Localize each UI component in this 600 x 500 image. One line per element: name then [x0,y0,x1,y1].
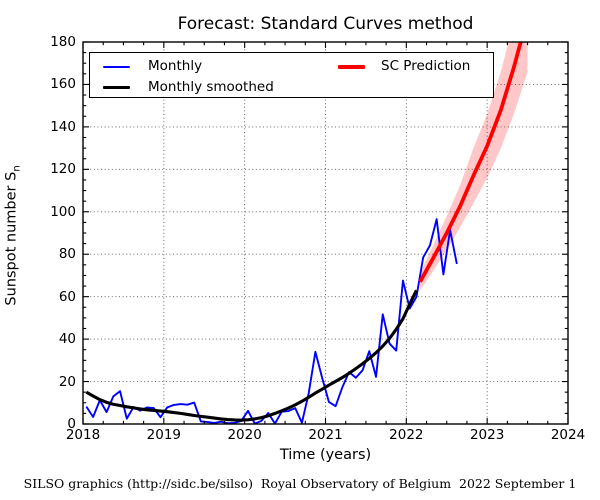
x-tick-label: 2024 [550,427,586,443]
y-tick-label: 80 [58,246,76,263]
plot-border [82,41,569,425]
y-tick-label: 120 [50,161,76,178]
y-axis-label: Sunspot number Sn [4,125,23,345]
legend-label-prediction: SC Prediction [381,58,471,74]
x-axis-label: Time (years) [279,447,372,463]
legend-label-monthly: Monthly [148,58,203,74]
y-tick-label: 180 [50,34,76,50]
y-tick-label: 160 [50,76,76,93]
x-tick-label: 2018 [65,427,101,443]
x-tick-label: 2023 [469,427,505,443]
chart-title: Forecast: Standard Curves method [177,14,474,34]
y-tick-label: 20 [58,373,76,390]
prediction-line-swatch-icon [338,65,365,70]
x-tick-label: 2020 [227,427,262,443]
prediction-uncertainty-band [420,42,528,291]
prediction-line [418,42,523,283]
monthly-line-swatch-icon [103,66,130,69]
y-tick-label: 0 [67,416,76,432]
x-tick-label: 2022 [389,427,424,443]
x-tick-label: 2021 [308,427,343,443]
legend: Monthly Monthly smoothed SC Prediction [89,52,494,98]
smoothed-line [85,289,418,422]
legend-label-smoothed: Monthly smoothed [148,79,274,95]
credit-line: SILSO graphics (http://sidc.be/silso) Ro… [23,476,577,491]
x-tick-label: 2019 [146,427,181,443]
y-axis-label-subscript: n [11,165,23,172]
smoothed-line-swatch-icon [103,86,130,90]
y-tick-label: 40 [58,331,76,348]
y-tick-label: 140 [50,118,76,135]
y-tick-label: 60 [58,288,76,305]
monthly-line [85,218,458,424]
y-tick-label: 100 [50,203,76,220]
y-axis-label-text: Sunspot number S [3,171,20,306]
